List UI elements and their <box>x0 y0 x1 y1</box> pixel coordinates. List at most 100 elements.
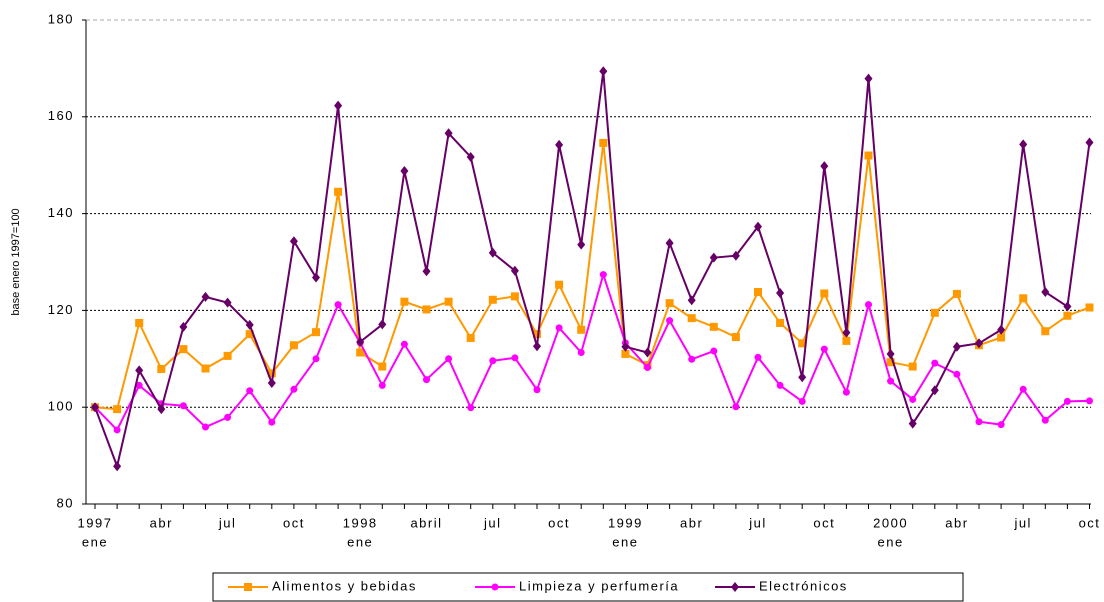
data-point <box>223 297 232 308</box>
data-point <box>245 319 254 330</box>
x-tick-label: jul <box>218 515 237 530</box>
data-point <box>864 151 873 160</box>
series-line <box>94 271 1090 432</box>
data-point <box>997 421 1005 429</box>
data-point <box>1085 303 1094 312</box>
data-point <box>533 341 541 352</box>
y-tick-label: 100 <box>48 399 74 414</box>
data-point <box>422 266 431 277</box>
data-point <box>1063 397 1071 405</box>
data-point <box>776 318 785 327</box>
data-point <box>511 354 519 362</box>
data-point <box>1041 327 1050 336</box>
data-point <box>798 339 807 348</box>
legend-label: Limpieza y perfumería <box>519 578 679 593</box>
x-year-label: 1997 <box>78 515 113 530</box>
data-point <box>1041 287 1050 298</box>
data-point <box>709 322 718 331</box>
data-point <box>157 364 166 373</box>
data-point <box>710 347 718 355</box>
data-point <box>378 362 387 371</box>
data-point <box>555 280 564 289</box>
data-point <box>555 139 564 150</box>
data-point <box>135 381 143 389</box>
data-point <box>1019 139 1028 150</box>
data-point <box>688 355 696 363</box>
data-point <box>952 341 961 352</box>
data-point <box>400 297 409 306</box>
x-tick-label: ene <box>347 534 373 549</box>
data-point <box>1063 301 1072 312</box>
data-point <box>1019 385 1027 393</box>
data-point <box>444 128 453 139</box>
x-tick-label: abril <box>410 515 442 530</box>
legend-marker <box>731 582 739 592</box>
legend-label: Electrónicos <box>759 578 848 593</box>
data-point <box>665 238 674 249</box>
data-point <box>334 100 343 111</box>
data-point <box>754 353 762 361</box>
data-point <box>842 388 850 396</box>
data-point <box>267 369 276 378</box>
x-tick-label: jul <box>748 515 767 530</box>
data-point <box>489 357 497 365</box>
data-point <box>975 418 983 426</box>
data-point <box>312 328 320 337</box>
data-point <box>931 359 939 367</box>
data-point <box>223 351 232 360</box>
data-point <box>488 247 497 258</box>
data-point <box>113 405 122 414</box>
x-tick-label: ene <box>612 534 638 549</box>
data-point <box>887 377 895 385</box>
data-point <box>555 324 563 332</box>
data-point <box>201 364 210 373</box>
data-point <box>798 397 806 405</box>
y-tick-label: 160 <box>48 108 74 123</box>
x-tick-label: jul <box>483 515 502 530</box>
data-point <box>224 413 232 421</box>
x-year-label: 1999 <box>608 515 643 530</box>
y-axis-label: base enero 1997=100 <box>10 208 22 315</box>
legend-marker <box>491 583 499 591</box>
data-point <box>533 330 541 339</box>
data-point <box>820 161 829 172</box>
data-point <box>621 341 630 352</box>
x-tick-label: oct <box>813 515 835 530</box>
data-point <box>488 295 497 304</box>
data-point <box>1085 137 1094 148</box>
data-point <box>400 166 409 177</box>
data-point <box>732 403 740 411</box>
data-point <box>909 395 917 403</box>
data-point <box>466 333 475 342</box>
series-line <box>94 71 1091 470</box>
data-point <box>709 252 718 263</box>
data-point <box>400 340 408 348</box>
x-tick-label: ene <box>82 534 108 549</box>
data-point <box>975 338 983 349</box>
data-point <box>577 349 585 357</box>
data-point <box>731 333 740 342</box>
data-point <box>378 381 386 389</box>
data-point <box>202 423 209 431</box>
data-point <box>268 418 276 426</box>
legend-marker <box>244 583 252 591</box>
data-point <box>776 381 784 389</box>
data-point <box>599 138 608 147</box>
data-point <box>930 308 939 317</box>
data-point <box>731 250 740 261</box>
data-point <box>356 348 365 357</box>
data-point <box>312 272 320 283</box>
data-point <box>908 362 917 371</box>
data-point <box>1041 416 1049 424</box>
data-point <box>952 289 961 298</box>
data-point <box>245 330 254 339</box>
x-year-label: 2000 <box>873 515 908 530</box>
data-point <box>930 385 939 396</box>
legend-label: Alimentos y bebidas <box>272 578 417 593</box>
data-point <box>754 221 762 232</box>
data-point <box>113 426 121 434</box>
series-line <box>94 142 1090 411</box>
data-point <box>422 305 431 314</box>
